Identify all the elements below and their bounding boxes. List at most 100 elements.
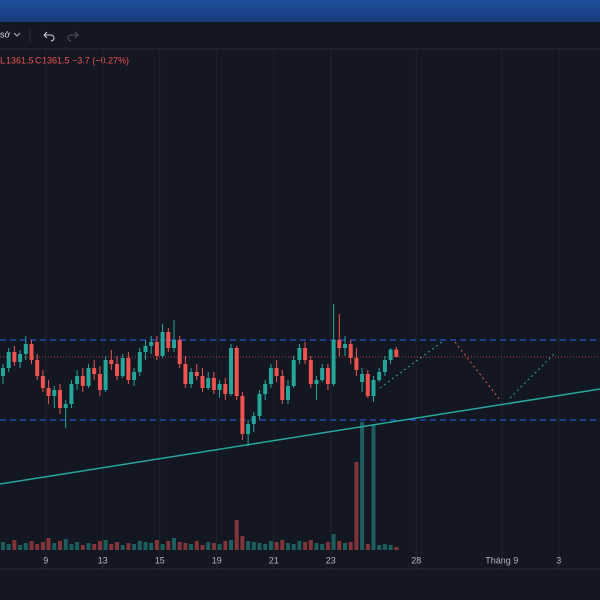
candle-body (166, 332, 171, 348)
volume-bar (149, 543, 154, 550)
candle-body (86, 368, 91, 386)
legend-close-label: C (35, 55, 42, 65)
x-tick-label: 28 (411, 555, 421, 565)
projection-up[interactable] (509, 351, 557, 399)
candle-body (229, 348, 233, 394)
volume-bar (223, 541, 228, 550)
volume-bar (200, 545, 205, 550)
volume-bar (23, 543, 28, 550)
candle-body (200, 376, 205, 388)
volume-bar (303, 542, 308, 550)
candle-body (246, 424, 251, 434)
candle-body (308, 360, 313, 384)
volume-bar (211, 543, 216, 550)
undo-button[interactable] (43, 31, 55, 42)
volume-bar (291, 544, 296, 550)
candle-body (137, 352, 142, 372)
toolbar (0, 22, 600, 49)
volume-bar (75, 542, 80, 550)
candle-body (274, 368, 279, 376)
candle-body (6, 352, 11, 368)
volume-bar (337, 541, 342, 550)
volume-bar (12, 540, 17, 550)
volume-bar (58, 541, 62, 550)
volume-bar (166, 541, 171, 550)
candle-body (97, 374, 102, 390)
candle-body (92, 368, 97, 374)
x-tick-label: 15 (155, 555, 165, 565)
volume-bar (1, 542, 5, 550)
volume-bar (172, 538, 176, 550)
candle-body (177, 340, 182, 364)
x-tick-label: 19 (212, 555, 222, 565)
candle-body (388, 349, 393, 360)
symbol[interactable]: sớ (0, 29, 11, 39)
candle-body (69, 384, 74, 404)
volume-bar (206, 542, 211, 550)
candle-body (103, 360, 108, 390)
candle-body (154, 342, 159, 356)
projection-up[interactable] (379, 341, 443, 389)
x-tick-label: 13 (98, 555, 108, 565)
candle-body (263, 384, 268, 394)
volume-bar (80, 545, 85, 550)
candle-body (40, 376, 45, 388)
candle-body (126, 358, 131, 380)
candle-body (109, 360, 114, 364)
candle-body (194, 372, 199, 376)
candle-body (206, 378, 211, 388)
projection-down[interactable] (454, 341, 501, 401)
candle-body (234, 348, 239, 396)
volume-bar (308, 540, 313, 550)
volume-bar (246, 541, 251, 550)
legend-change: −3.7 (−0.27%) (72, 55, 129, 65)
volume-bar (320, 544, 325, 550)
candle-body (286, 386, 290, 400)
volume-bar (69, 544, 74, 550)
volume-bar (382, 544, 387, 550)
volume-bar (132, 544, 137, 550)
volume-bar (325, 542, 330, 550)
volume-bar (354, 462, 359, 550)
candle-body (354, 358, 359, 370)
trend-line[interactable] (0, 388, 600, 485)
candle-body (18, 354, 23, 362)
volume-bar (388, 545, 393, 550)
candle-body (12, 352, 17, 362)
x-tick-label: 9 (43, 555, 48, 565)
candle-body (46, 388, 51, 396)
candle-body (120, 358, 125, 376)
candle-body (320, 368, 325, 380)
candle-body (172, 340, 176, 348)
candle-body (360, 374, 365, 382)
candle-body (371, 380, 376, 396)
x-tick-label: Tháng 9 (485, 555, 518, 565)
volume-bar (343, 543, 347, 550)
volume-bar (286, 543, 290, 550)
candle-body (132, 372, 137, 380)
volume-bar (115, 542, 119, 550)
volume-bar (97, 541, 102, 550)
volume-bar (280, 540, 285, 550)
candle-body (251, 416, 256, 424)
candle-body (223, 384, 228, 394)
candle-body (331, 340, 336, 384)
volume-bar (371, 424, 376, 550)
candle-body (343, 344, 347, 348)
dropdown-icon[interactable] (13, 32, 21, 37)
candle-body (149, 342, 154, 346)
volume-bar (251, 542, 256, 550)
volume-bar (268, 541, 273, 550)
redo-button[interactable] (67, 31, 79, 42)
volume-bar (35, 544, 40, 550)
volume-bar (189, 544, 194, 550)
volume-bar (120, 545, 125, 550)
window-bar (0, 0, 600, 22)
candle-body (257, 394, 262, 416)
candle-body (35, 360, 40, 376)
volume-bar (52, 543, 57, 550)
volume-bar (18, 545, 23, 550)
volume-bar (229, 540, 233, 550)
candle-body (337, 340, 342, 348)
